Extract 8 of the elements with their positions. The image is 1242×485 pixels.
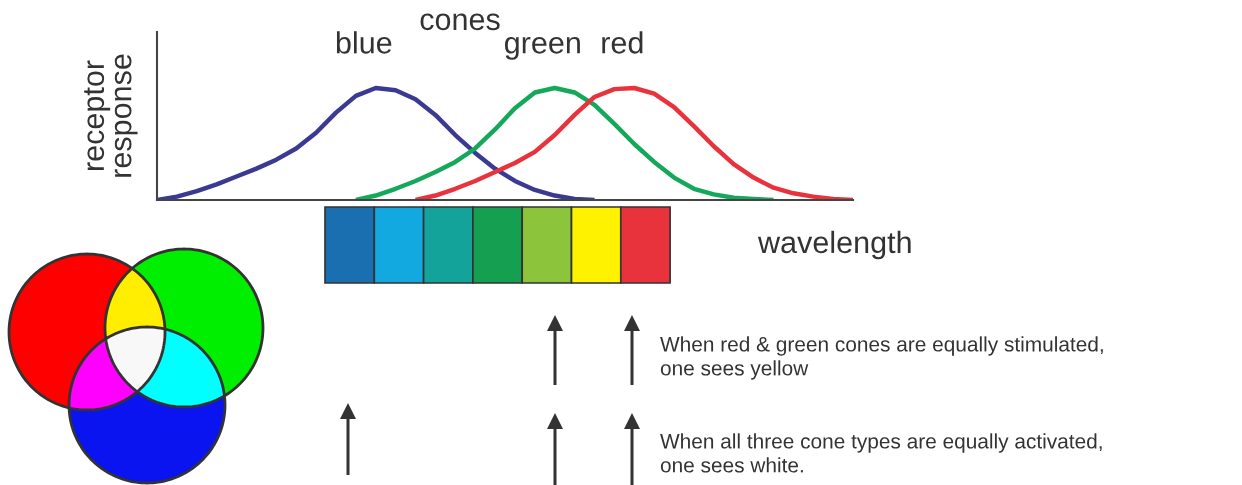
- series-label: red: [602, 31, 643, 54]
- text: When red & green cones are equally stimulated, one sees yellow: [660, 336, 1103, 380]
- series-label: blue: [336, 31, 392, 54]
- text: cones: [420, 13, 500, 31]
- x-axis-title: wavelength: [757, 230, 911, 260]
- series-label: green: [505, 36, 580, 60]
- y-axis-title: receptor response: [84, 54, 138, 177]
- text: When all three cone types are equally activated, one sees white.: [660, 433, 1102, 473]
